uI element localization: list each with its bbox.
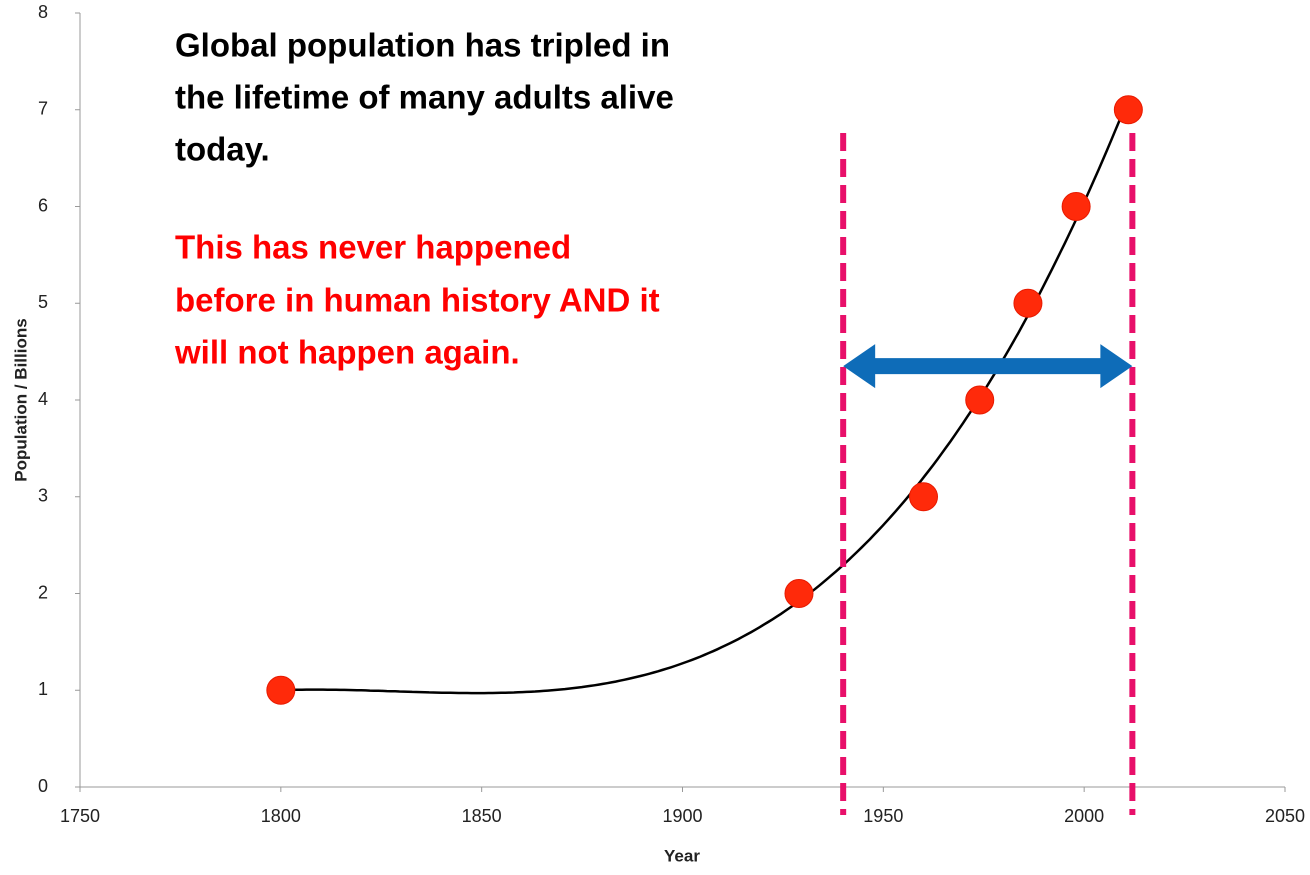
trendline — [280, 98, 1130, 695]
point — [1013, 288, 1043, 318]
annotation-text: will not happen again. — [174, 334, 520, 371]
annotation-text: Global population has tripled in — [175, 27, 670, 64]
annotation-text: before in human history AND it — [175, 282, 660, 319]
x-tick-label: 1800 — [261, 806, 301, 826]
x-axis-title: Year — [664, 846, 700, 865]
x-tick-label: 1950 — [863, 806, 903, 826]
y-tick-label: 3 — [38, 486, 48, 506]
annotation-text: today. — [175, 131, 270, 168]
x-tick-label: 1900 — [662, 806, 702, 826]
point — [784, 579, 814, 608]
x-tick-label: 1850 — [462, 806, 502, 826]
double-arrow — [843, 344, 1133, 389]
y-axis-title: Population / Billions — [11, 318, 30, 481]
y-tick-label: 2 — [38, 582, 48, 602]
point — [965, 385, 995, 415]
annotation-text: the lifetime of many adults alive — [175, 79, 674, 116]
y-tick-label: 7 — [38, 99, 48, 119]
x-tick-label: 2000 — [1064, 806, 1104, 826]
point — [1061, 192, 1091, 221]
y-tick-label: 6 — [38, 195, 48, 215]
point — [1113, 95, 1143, 125]
y-tick-label: 1 — [38, 679, 48, 699]
point — [909, 482, 938, 512]
point — [266, 675, 296, 705]
y-tick-label: 0 — [38, 776, 48, 796]
x-tick-label: 2050 — [1265, 806, 1305, 826]
y-tick-label: 5 — [38, 292, 48, 312]
x-tick-label: 1750 — [60, 806, 100, 826]
y-tick-label: 8 — [38, 2, 48, 22]
annotation-text: This has never happened — [175, 229, 571, 266]
y-tick-label: 4 — [38, 389, 48, 409]
